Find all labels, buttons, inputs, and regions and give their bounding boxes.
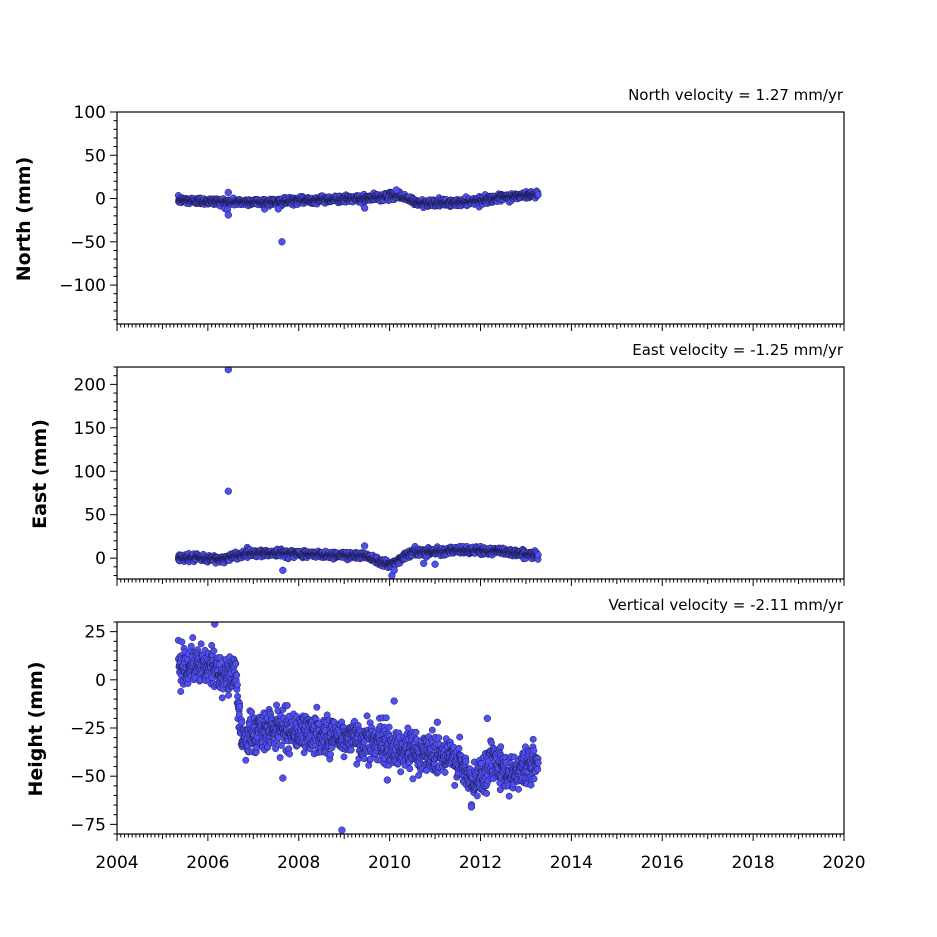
data-point (189, 634, 197, 642)
data-point (340, 753, 348, 761)
y-tick-label: 150 (74, 419, 106, 439)
y-tick-label: 0 (95, 549, 106, 569)
data-point (382, 714, 390, 722)
data-points (174, 367, 542, 579)
y-tick-label: −50 (70, 233, 106, 253)
data-point (412, 728, 420, 736)
data-point (534, 551, 542, 559)
panel-height: Vertical velocity = -2.11 mm/yr Height (… (25, 596, 866, 873)
data-point (313, 703, 321, 711)
y-tick-label: 100 (74, 462, 106, 482)
outlier-point (224, 188, 232, 197)
panel-east: East velocity = -1.25 mm/yr East (mm) 20… (29, 341, 845, 586)
data-point (473, 792, 481, 800)
data-point (456, 733, 464, 741)
data-point (451, 781, 459, 789)
data-point (529, 735, 537, 743)
data-point (210, 647, 218, 655)
data-point (497, 743, 505, 751)
outlier-point (274, 205, 282, 213)
data-point (218, 694, 226, 702)
outlier-point (360, 542, 369, 550)
data-point (242, 756, 250, 764)
outlier-point (224, 211, 232, 219)
data-point (178, 638, 186, 646)
data-point (273, 701, 280, 709)
outlier-point (224, 367, 232, 374)
outlier-point (383, 776, 392, 784)
data-point (455, 744, 463, 752)
outlier-point (467, 803, 476, 811)
data-point (428, 726, 436, 734)
data-point (232, 660, 240, 668)
data-point (441, 768, 449, 776)
outlier-point (224, 487, 232, 495)
outlier-point (390, 697, 398, 705)
outlier-point (431, 560, 439, 568)
data-point (238, 719, 246, 727)
y-tick-label: 50 (84, 146, 106, 166)
y-axis-label: North (mm) (13, 157, 35, 282)
data-point (187, 642, 195, 650)
data-point (385, 723, 393, 731)
data-point (276, 754, 284, 762)
data-point (435, 734, 443, 742)
data-point (397, 768, 405, 776)
y-axis-label: East (mm) (29, 419, 51, 529)
data-point (530, 747, 538, 755)
data-point (177, 688, 185, 695)
y-tick-label: 0 (95, 190, 106, 210)
data-point (272, 745, 280, 753)
data-points (174, 622, 542, 834)
data-point (233, 681, 241, 689)
data-point (505, 792, 513, 800)
outlier-point (392, 186, 401, 194)
data-point (236, 703, 244, 711)
y-tick-label: −100 (59, 276, 106, 296)
data-point (233, 671, 241, 679)
outlier-point (279, 774, 287, 782)
outlier-point (278, 238, 286, 246)
outlier-point (390, 566, 398, 574)
y-axis-label: Height (mm) (25, 661, 47, 796)
data-point (286, 750, 293, 758)
data-point (534, 191, 542, 199)
data-points (174, 186, 542, 246)
data-point (283, 702, 291, 709)
data-point (527, 781, 535, 789)
outlier-point (433, 718, 441, 726)
data-point (360, 755, 368, 763)
data-point (197, 640, 205, 648)
outlier-point (338, 826, 346, 834)
plot-frame (116, 621, 845, 835)
panel-north: North velocity = 1.27 mm/yr North (mm) 1… (13, 86, 845, 331)
y-tick-label: 200 (74, 375, 106, 395)
data-point (462, 758, 470, 765)
data-point (225, 691, 232, 699)
y-tick-label: 50 (84, 506, 106, 526)
data-point (363, 712, 371, 720)
data-point (347, 746, 355, 754)
y-tick-label: 100 (74, 103, 106, 123)
data-point (409, 775, 417, 783)
outlier-point (483, 714, 491, 723)
panel-title: Vertical velocity = -2.11 mm/yr (608, 596, 843, 614)
data-point (327, 750, 334, 758)
data-point (534, 765, 542, 773)
data-point (515, 785, 522, 793)
data-point (248, 708, 256, 716)
data-point (406, 765, 414, 773)
data-point (534, 759, 542, 767)
outlier-point (420, 559, 428, 568)
outlier-point (279, 566, 287, 574)
data-point (530, 775, 538, 783)
data-point (483, 789, 491, 797)
outlier-point (360, 204, 369, 212)
plot-frame (116, 111, 845, 325)
panel-title: East velocity = -1.25 mm/yr (632, 341, 844, 359)
panel-title: North velocity = 1.27 mm/yr (628, 86, 844, 104)
